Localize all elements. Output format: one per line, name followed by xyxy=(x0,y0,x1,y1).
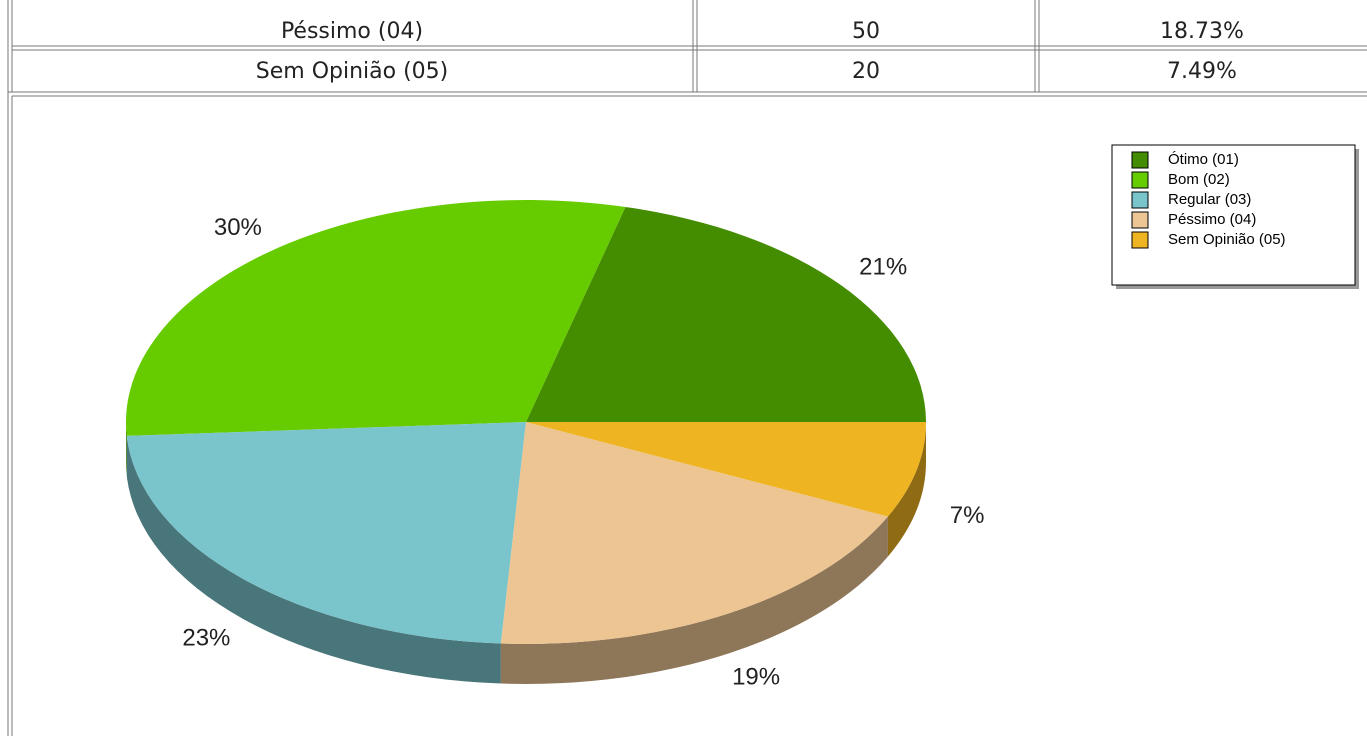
pie-slice xyxy=(125,200,626,436)
cell: 20 xyxy=(852,59,880,84)
pie-side xyxy=(126,422,127,476)
legend-swatch xyxy=(1131,171,1149,189)
legend-label: Regular (03) xyxy=(1168,191,1251,208)
pie-slice xyxy=(526,422,926,517)
pie-slice xyxy=(126,422,526,644)
data-label: 21% xyxy=(859,254,907,281)
pie-side xyxy=(126,435,501,684)
legend-label: Bom (02) xyxy=(1168,171,1230,188)
pie-side xyxy=(500,516,888,684)
table-lines xyxy=(7,0,1367,736)
data-label: 30% xyxy=(214,214,262,241)
cell: 50 xyxy=(852,19,880,44)
cell: Péssimo (04) xyxy=(281,19,423,44)
pie-slice xyxy=(500,422,888,644)
legend-label: Ótimo (01) xyxy=(1168,151,1239,168)
legend xyxy=(1111,144,1356,286)
data-label: 23% xyxy=(182,625,230,652)
legend-label: Péssimo (04) xyxy=(1168,211,1256,228)
cell: 18.73% xyxy=(1160,19,1244,44)
cell: Sem Opinião (05) xyxy=(256,59,448,84)
cell: 7.49% xyxy=(1167,59,1237,84)
legend-swatch xyxy=(1131,211,1149,229)
pie-side xyxy=(887,422,926,557)
legend-swatch xyxy=(1131,231,1149,249)
legend-label: Sem Opinião (05) xyxy=(1168,231,1286,248)
data-label: 7% xyxy=(950,502,985,529)
pie-slice xyxy=(526,206,926,422)
legend-swatch xyxy=(1131,151,1149,169)
data-label: 19% xyxy=(732,663,780,690)
legend-swatch xyxy=(1131,191,1149,209)
